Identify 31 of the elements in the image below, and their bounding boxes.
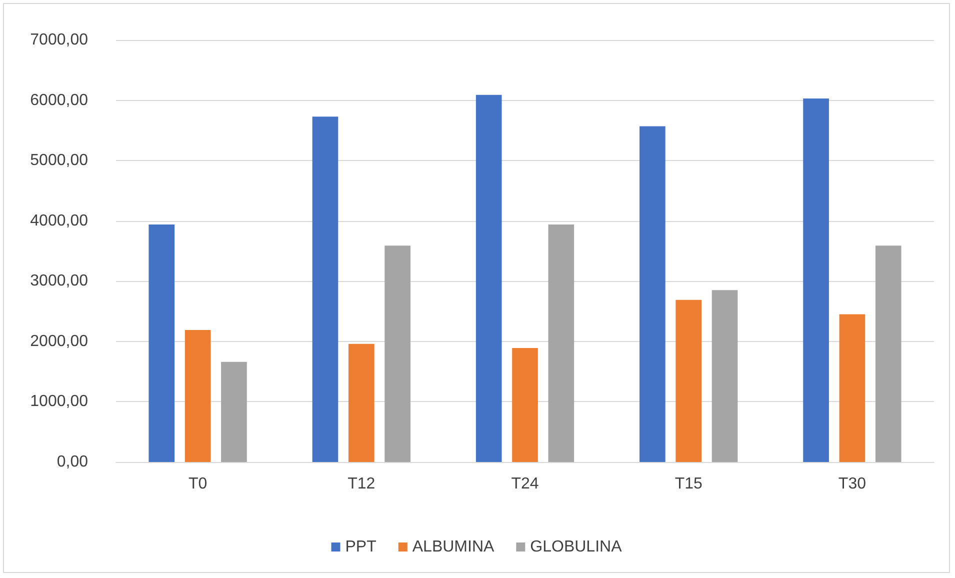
bar xyxy=(676,300,702,462)
bar xyxy=(476,94,502,462)
x-tick-label: T24 xyxy=(511,476,539,492)
y-tick-label: 1000,00 xyxy=(30,393,88,410)
bar xyxy=(384,246,410,462)
bar xyxy=(712,290,738,462)
bar xyxy=(512,348,538,462)
bar xyxy=(348,344,374,462)
x-tick-label: T12 xyxy=(348,476,376,492)
bar xyxy=(184,330,211,462)
y-tick-label: 2000,00 xyxy=(30,332,88,350)
bar xyxy=(839,314,866,462)
y-tick-label: 7000,00 xyxy=(30,32,88,48)
x-tick-label: T15 xyxy=(674,476,702,492)
bar xyxy=(148,224,175,462)
bar xyxy=(221,362,247,462)
y-tick-label: 4000,00 xyxy=(30,212,88,230)
bar xyxy=(548,224,574,462)
y-tick-label: 0,00 xyxy=(56,454,88,470)
legend-label: ALBUMINA xyxy=(412,538,494,556)
bar xyxy=(803,98,829,462)
bar xyxy=(640,126,666,462)
x-tick-label: T0 xyxy=(188,476,208,492)
bar xyxy=(312,116,338,462)
legend-label: GLOBULINA xyxy=(530,538,622,556)
bar xyxy=(875,246,902,462)
y-tick-label: 6000,00 xyxy=(30,92,88,109)
legend-label: PPT xyxy=(345,538,377,556)
y-tick-label: 3000,00 xyxy=(30,272,88,290)
x-tick-label: T30 xyxy=(838,476,866,492)
y-tick-label: 5000,00 xyxy=(30,152,88,170)
